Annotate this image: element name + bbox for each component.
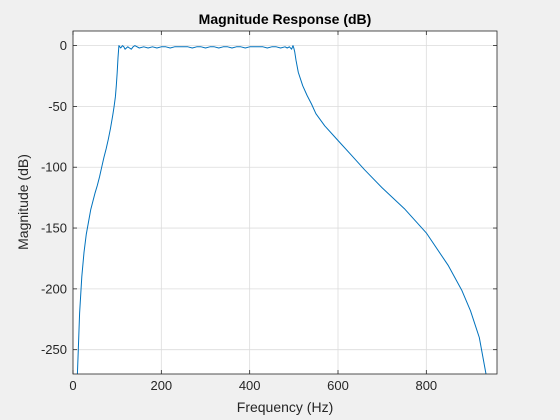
axes-box bbox=[72, 30, 498, 375]
grid bbox=[72, 31, 497, 374]
x-axis-label: Frequency (Hz) bbox=[237, 399, 333, 415]
y-axis-label: Magnitude (dB) bbox=[15, 154, 31, 250]
x-tick-label: 0 bbox=[69, 378, 76, 393]
y-tick-label: -250 bbox=[41, 342, 67, 357]
x-tick-label: 600 bbox=[327, 378, 349, 393]
tick-labels: 0 200 400 600 800 0 -50 -100 -150 -200 -250 bbox=[41, 38, 437, 393]
ticks bbox=[72, 31, 497, 374]
axes-background bbox=[73, 31, 497, 374]
y-tick-label: 0 bbox=[60, 38, 67, 53]
y-tick-label: -50 bbox=[48, 99, 67, 114]
magnitude-response-line bbox=[76, 45, 487, 374]
y-tick-label: -200 bbox=[41, 281, 67, 296]
x-tick-label: 200 bbox=[150, 378, 172, 393]
y-tick-label: -150 bbox=[41, 221, 67, 236]
x-tick-label: 400 bbox=[239, 378, 261, 393]
x-tick-label: 800 bbox=[415, 378, 437, 393]
y-tick-label: -100 bbox=[41, 160, 67, 175]
chart-title: Magnitude Response (dB) bbox=[199, 11, 372, 27]
